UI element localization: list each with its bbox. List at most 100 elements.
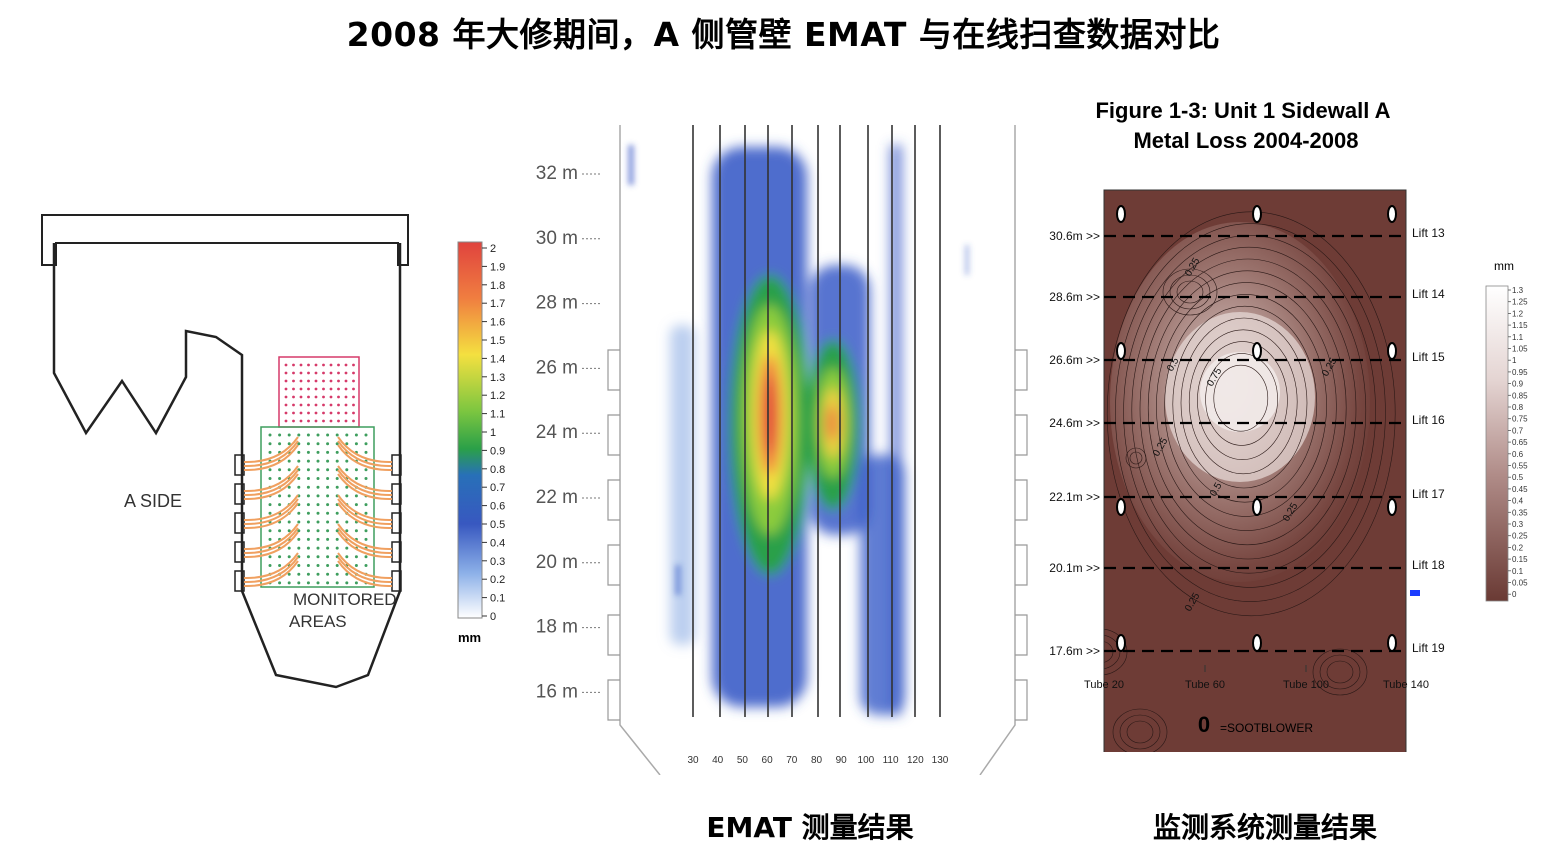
mm-tick-label: 0.75 (1512, 415, 1528, 424)
lower-dot (335, 442, 339, 446)
right-tube (337, 473, 393, 501)
sootblower-marker (1252, 205, 1262, 223)
upper-dot (322, 387, 325, 391)
emat-caption: EMAT 测量结果 (706, 811, 914, 844)
upper-dot (337, 395, 340, 399)
upper-dot (344, 387, 348, 391)
tube-lines (692, 125, 941, 717)
lower-dot (316, 564, 320, 567)
lower-dot (297, 433, 301, 437)
left-wall-port (607, 349, 620, 391)
contour-ring (1213, 364, 1269, 432)
lower-dot (297, 511, 301, 515)
contour-ring (1312, 648, 1368, 696)
lower-dot (364, 477, 368, 480)
monitor-caption: 监测系统测量结果 (1152, 811, 1377, 844)
left-tube (243, 440, 299, 468)
lift-label: Lift 13 (1412, 226, 1445, 240)
left-tube (243, 498, 299, 526)
emat-tick-label: 0.1 (490, 593, 505, 605)
lower-dot (326, 581, 330, 585)
height-label: 26.6m >> (1049, 353, 1100, 367)
lower-dot (297, 581, 301, 585)
upper-dot (307, 371, 310, 375)
upper-dot (299, 411, 303, 415)
upper-dot (299, 371, 303, 375)
left-tube (243, 502, 299, 530)
lower-dot (345, 494, 349, 498)
upper-dot (329, 371, 333, 375)
lower-dot (306, 494, 310, 498)
sootblower-tubes (234, 436, 402, 592)
emat-x-label: 70 (786, 755, 798, 766)
upper-dot (299, 387, 303, 391)
mm-tick-label: 0.4 (1512, 497, 1524, 506)
lower-dot (278, 564, 282, 567)
lower-dot (326, 450, 330, 454)
sootblower-marker (1387, 498, 1397, 516)
upper-dot (284, 395, 288, 399)
left-port-box (234, 512, 245, 534)
mm-tick-label: 0.15 (1512, 555, 1528, 564)
lower-dot (278, 494, 282, 498)
emat-tick-label: 0.5 (490, 519, 505, 531)
mm-tick-label: 0.95 (1512, 368, 1528, 377)
lower-dot (326, 494, 330, 498)
lower-dot (297, 485, 301, 489)
upper-dot (284, 403, 288, 407)
upper-dot (307, 411, 310, 415)
lower-dot (306, 503, 310, 507)
emat-tick-label: 1.8 (490, 280, 505, 292)
upper-dot (292, 363, 295, 367)
emat-y-label: 32 m (536, 163, 578, 184)
lower-dot (345, 572, 349, 576)
lower-dot (354, 555, 358, 559)
figure-title-line1: Figure 1-3: Unit 1 Sidewall A (1095, 98, 1390, 123)
sootblower-legend-symbol: 0 (1198, 712, 1210, 737)
lower-dot (306, 459, 310, 463)
upper-dot (292, 379, 295, 383)
mm-scale-ticks: 1.3 1.25 1.2 1.15 1.1 1.05 1 0.95 0.9 0.85 0.8 0.75… (1508, 286, 1528, 599)
lift-label: Lift 17 (1412, 487, 1445, 501)
lower-dot (335, 537, 339, 541)
right-tube (337, 469, 393, 497)
lower-dot (287, 546, 291, 550)
emat-y-label: 24 m (536, 422, 578, 443)
sootblower-markers (1116, 205, 1397, 652)
upper-dot (314, 411, 318, 415)
left-tube (243, 494, 299, 522)
upper-dot (284, 419, 288, 423)
lower-monitored-area (260, 426, 375, 588)
lower-dot (335, 520, 339, 524)
upper-dot (299, 419, 303, 423)
lower-dot (306, 477, 310, 480)
lower-dot (326, 546, 330, 550)
lower-dot (268, 468, 272, 472)
emat-y-label: 18 m (536, 617, 578, 638)
lower-dot (316, 459, 320, 463)
lower-dot (326, 555, 330, 559)
lower-dot (316, 581, 320, 585)
lower-dot (364, 537, 368, 541)
emat-x-label: 130 (932, 755, 949, 766)
lower-dot (326, 537, 330, 541)
right-tube (337, 498, 393, 526)
lower-dot (306, 564, 310, 567)
lower-dot (268, 433, 272, 437)
mm-tick-label: 0 (1512, 590, 1517, 599)
upper-dot (307, 419, 310, 423)
mm-tick-label: 1.15 (1512, 321, 1528, 330)
emat-tick-label: 0.7 (490, 482, 505, 494)
lower-dot (278, 581, 282, 585)
contour-ring (1197, 341, 1288, 460)
contour-ring (1326, 660, 1354, 684)
upper-dot (307, 395, 310, 399)
height-label: 28.6m >> (1049, 290, 1100, 304)
emat-tick-label: 0.8 (490, 464, 505, 476)
boiler-outline (52, 243, 402, 689)
lower-dot (297, 450, 301, 454)
upper-dot (329, 379, 333, 383)
lower-dot (306, 511, 310, 515)
height-label: 17.6m >> (1049, 644, 1100, 658)
upper-dot (337, 371, 340, 375)
